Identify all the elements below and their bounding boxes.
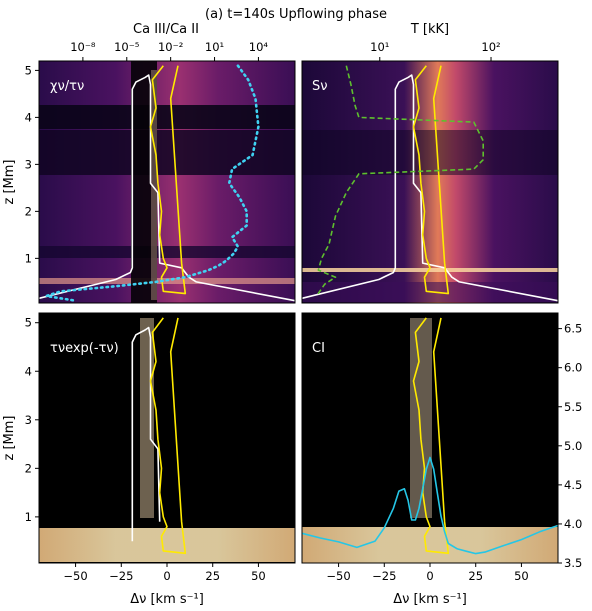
ytick-label: 2 xyxy=(25,461,32,475)
xtick-label: 0 xyxy=(163,569,170,583)
top-tick-label-right: 10¹ xyxy=(370,40,389,54)
panel-label-tau: τνexp(-τν) xyxy=(50,341,119,356)
ytick-label: 4 xyxy=(25,364,32,378)
top-tick-label-left: 10⁻⁵ xyxy=(114,40,140,54)
top-tick-label-right: 10² xyxy=(481,40,500,54)
xlabel-right: Δν [km s⁻¹] xyxy=(393,592,467,607)
panel-label-S: Sν xyxy=(312,79,328,94)
figure-title: (a) t=140s Upflowing phase xyxy=(205,7,387,22)
panel-S xyxy=(302,61,558,303)
ylabel-top: z [Mm] xyxy=(2,160,17,205)
ytick-label: 4 xyxy=(25,110,32,124)
ytick-label: 3 xyxy=(25,157,32,171)
frame-chi xyxy=(38,60,296,304)
xtick-label: −25 xyxy=(109,569,133,583)
series-yellow_profile-p2 xyxy=(149,317,187,555)
panel-C xyxy=(302,313,558,563)
xtick-label: 25 xyxy=(205,569,220,583)
ylabel-bottom: z [Mm] xyxy=(2,416,17,461)
right-ytick-label: 5.0 xyxy=(564,439,582,453)
series-white_profile-p2 xyxy=(131,326,161,542)
series-white_profile-p0 xyxy=(38,74,296,302)
top-axis-label-right: T [kK] xyxy=(410,22,449,37)
right-ytick-label: 5.5 xyxy=(564,400,582,414)
top-axis-label-left: Ca III/Ca II xyxy=(133,22,199,37)
panel-label-chi: χν/τν xyxy=(50,79,84,94)
ytick-label: 5 xyxy=(25,316,32,330)
top-tick-label-left: 10⁻² xyxy=(158,40,183,54)
xtick-label: 0 xyxy=(426,569,433,583)
right-ytick-label: 6.5 xyxy=(564,322,582,336)
right-ytick-label: 3.5 xyxy=(564,556,582,570)
right-ytick-label: 4.5 xyxy=(564,478,582,492)
top-tick-label-left: 10⁴ xyxy=(249,40,269,54)
series-white_profile-p1 xyxy=(301,74,559,302)
xtick-label: 25 xyxy=(468,569,483,583)
chart-curves xyxy=(38,64,559,555)
xtick-label: 50 xyxy=(514,569,529,583)
series-green_dashed_T-p1 xyxy=(315,65,484,297)
right-ytick-label: 4.0 xyxy=(564,517,582,531)
ytick-label: 5 xyxy=(25,63,32,77)
panel-label-C: CI xyxy=(312,341,325,356)
ytick-label: 3 xyxy=(25,413,32,427)
right-ytick-label: 6.0 xyxy=(564,361,582,375)
xtick-label: 50 xyxy=(251,569,266,583)
xtick-label: −25 xyxy=(372,569,396,583)
ytick-label: 1 xyxy=(25,510,32,524)
series-yellow_profile-p1 xyxy=(412,65,450,295)
xtick-label: −50 xyxy=(326,569,350,583)
xlabel-left: Δν [km s⁻¹] xyxy=(130,592,204,607)
tick-marks: 1 2 3 4 5 1 2 3 4 5 −50 −25 0 25 50 −50 −25 0 25 50 3.5 4.0 4.… xyxy=(25,40,583,583)
xtick-label: −50 xyxy=(63,569,87,583)
frame-S xyxy=(301,60,559,304)
top-tick-label-left: 10¹ xyxy=(205,40,224,54)
ytick-label: 1 xyxy=(25,251,32,265)
panel-chi xyxy=(39,61,295,303)
series-cyan_intensity-p3 xyxy=(301,456,559,555)
top-tick-label-left: 10⁻⁸ xyxy=(70,40,96,54)
ytick-label: 2 xyxy=(25,204,32,218)
panel-tau xyxy=(39,313,295,563)
series-cyan_dotted_ratio-p0 xyxy=(45,64,260,302)
